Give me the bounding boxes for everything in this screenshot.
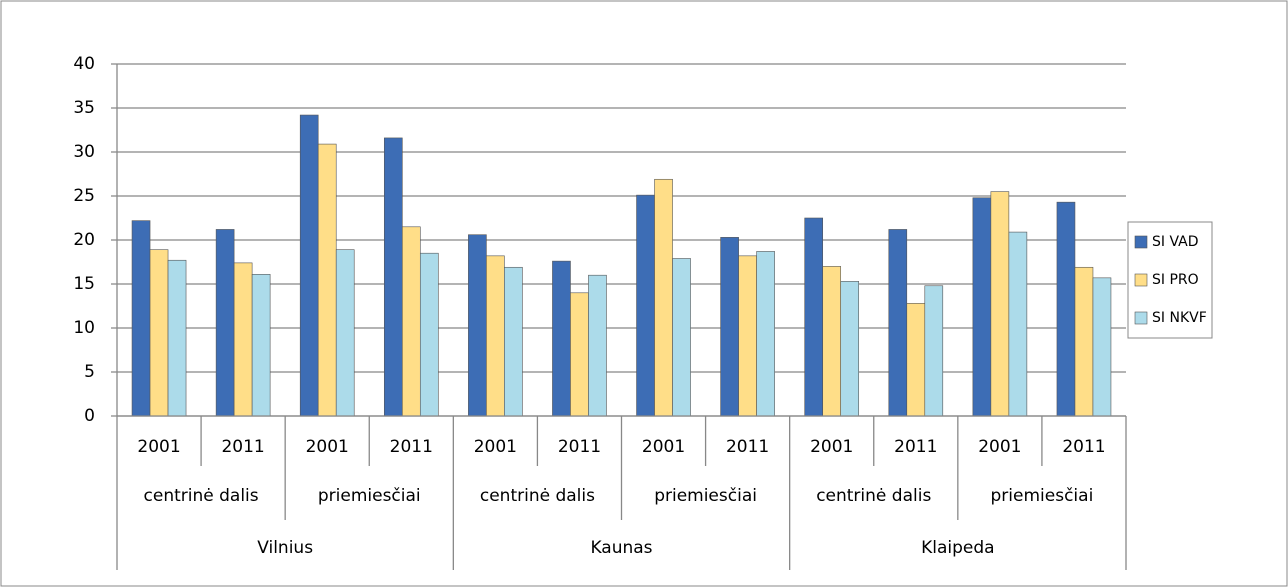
- y-tick-label: 40: [73, 54, 95, 74]
- x-tick-label: 2001: [978, 437, 1021, 457]
- bar: [588, 274, 607, 417]
- bar: [317, 143, 337, 417]
- group-label: centrinė dalis: [480, 486, 595, 506]
- bar: [383, 137, 403, 417]
- bar: [570, 292, 589, 417]
- bar: [401, 226, 421, 417]
- group-label: priemiesčiai: [318, 486, 421, 506]
- x-tick-label: 2011: [221, 437, 264, 457]
- bar: [990, 191, 1010, 417]
- bar: [654, 178, 673, 417]
- bar: [756, 251, 775, 417]
- x-tick-label: 2011: [390, 437, 433, 457]
- bar: [840, 281, 860, 417]
- legend-swatch: [1134, 235, 1148, 249]
- legend-swatch: [1134, 311, 1148, 325]
- bar: [720, 237, 739, 417]
- legend-label: SI VAD: [1152, 234, 1199, 250]
- bar: [504, 266, 523, 417]
- bar: [215, 229, 235, 417]
- group-label: Klaipeda: [921, 538, 994, 558]
- y-tick-label: 30: [73, 142, 95, 162]
- group-label: priemiesčiai: [991, 486, 1094, 506]
- bar: [149, 249, 169, 417]
- bar: [1092, 277, 1112, 417]
- bar: [636, 194, 655, 417]
- bar: [738, 255, 757, 417]
- bar: [1008, 231, 1028, 417]
- bar: [167, 259, 187, 417]
- bar: [131, 220, 151, 417]
- bar: [924, 285, 944, 417]
- x-tick-label: 2011: [558, 437, 601, 457]
- bar: [822, 266, 842, 417]
- bar: [888, 229, 908, 417]
- legend-label: SI PRO: [1152, 272, 1199, 288]
- bar: [299, 114, 319, 417]
- group-label: centrinė dalis: [144, 486, 259, 506]
- y-tick-label: 0: [84, 406, 95, 426]
- x-tick-label: 2001: [137, 437, 180, 457]
- group-label: Vilnius: [257, 538, 313, 558]
- y-tick-label: 35: [73, 98, 95, 118]
- bar: [251, 274, 271, 417]
- bar: [419, 252, 439, 417]
- y-tick-label: 20: [73, 230, 95, 250]
- legend-label: SI NKVF: [1152, 310, 1207, 326]
- bar: [233, 262, 253, 417]
- x-tick-label: 2011: [726, 437, 769, 457]
- x-tick-label: 2001: [642, 437, 685, 457]
- y-tick-label: 15: [73, 274, 95, 294]
- x-tick-label: 2011: [894, 437, 937, 457]
- bar: [804, 217, 824, 417]
- bar: [486, 255, 505, 417]
- x-tick-label: 2001: [810, 437, 853, 457]
- bar: [468, 234, 487, 417]
- x-tick-label: 2001: [474, 437, 517, 457]
- legend-swatch: [1134, 273, 1148, 287]
- group-label: centrinė dalis: [816, 486, 931, 506]
- group-label: Kaunas: [590, 538, 652, 558]
- x-tick-label: 2011: [1062, 437, 1105, 457]
- bar: [1074, 266, 1094, 417]
- bar: [1056, 201, 1076, 417]
- bar: [552, 260, 571, 417]
- x-tick-label: 2001: [306, 437, 349, 457]
- bar: [906, 303, 926, 417]
- bar: [335, 249, 355, 417]
- group-label: priemiesčiai: [654, 486, 757, 506]
- bar: [672, 258, 691, 417]
- bar: [972, 197, 992, 417]
- y-tick-label: 5: [84, 362, 95, 382]
- y-tick-label: 25: [73, 186, 95, 206]
- y-tick-label: 10: [73, 318, 95, 338]
